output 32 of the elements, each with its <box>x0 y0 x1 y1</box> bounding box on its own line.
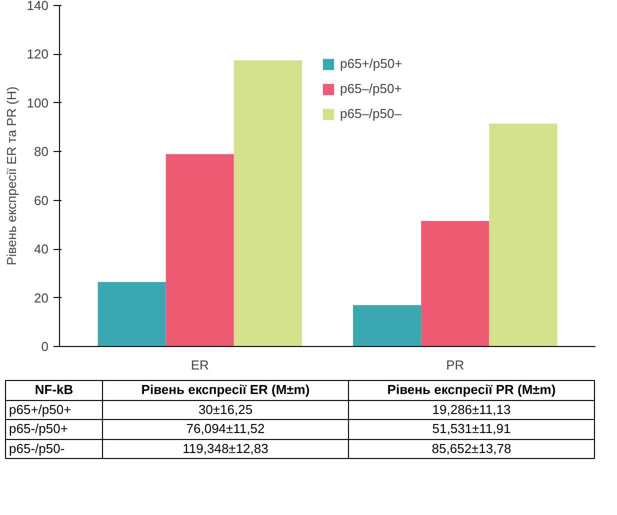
text: NF-kB <box>6 380 103 400</box>
x-tick-label: PR <box>446 358 464 372</box>
y-tick-label: 140 <box>26 0 49 13</box>
text: 30±16,25 <box>102 400 348 420</box>
y-tick-label: 120 <box>26 46 49 62</box>
y-tick-label: 60 <box>34 192 49 208</box>
legend-label: p65–/p50+ <box>340 81 402 96</box>
bar <box>421 221 490 346</box>
bar <box>234 60 302 346</box>
text: 51,531±11,91 <box>348 420 594 440</box>
text: 85,652±13,78 <box>348 439 594 459</box>
legend-label: p65–/p50– <box>340 106 402 121</box>
text: 119,348±12,83 <box>102 439 348 459</box>
y-tick-label: 100 <box>26 95 49 110</box>
legend-label: p65+/p50+ <box>340 56 402 71</box>
y-tick-label: 20 <box>34 290 49 306</box>
text: Рівень експресії PR (M±m) <box>348 380 594 400</box>
y-tick-label: 40 <box>34 242 49 257</box>
bar <box>489 124 558 346</box>
text: Рівень експресії ER (M±m) <box>102 380 348 400</box>
bar <box>98 282 166 346</box>
x-tick-label: ER <box>190 358 209 372</box>
text: 76,094±11,52 <box>102 420 348 440</box>
bar <box>353 305 422 346</box>
text: p65+/p50+ <box>6 400 103 420</box>
y-axis-title: Рівень експресії ER та PR (H) <box>4 86 19 266</box>
text: p65-/p50+ <box>6 420 103 440</box>
text: 19,286±11,13 <box>348 400 594 420</box>
bar <box>166 154 234 346</box>
y-tick-label: 0 <box>41 339 49 354</box>
text: p65-/p50- <box>6 439 103 459</box>
y-tick-label: 80 <box>34 144 49 160</box>
